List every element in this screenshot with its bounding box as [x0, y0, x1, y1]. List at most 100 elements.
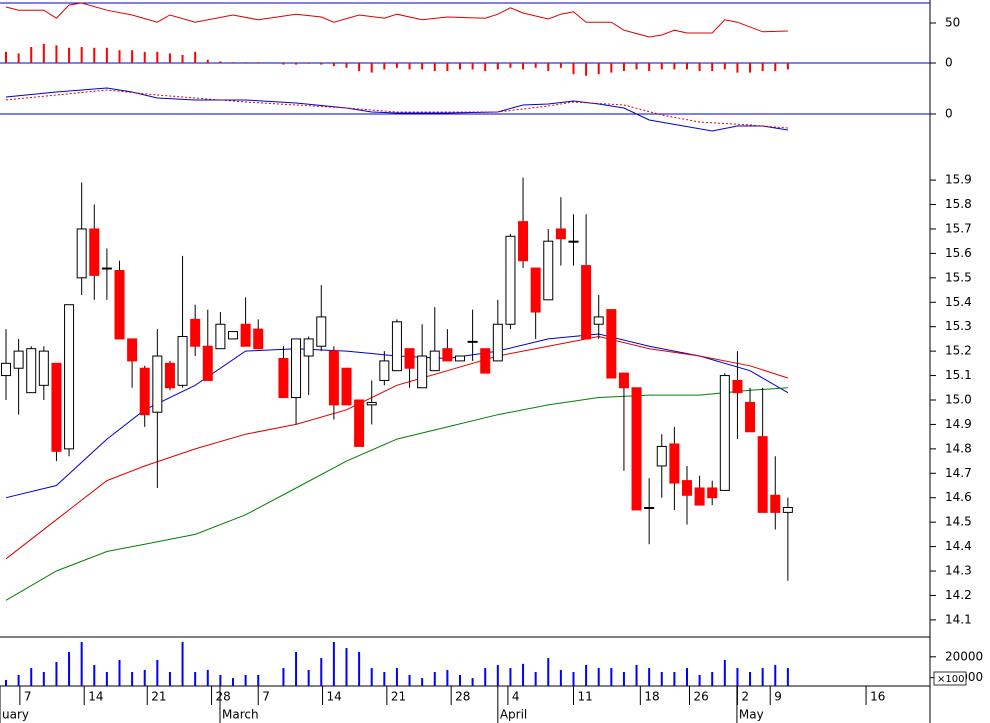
candle-body	[707, 487, 718, 499]
candle-body	[543, 240, 554, 301]
histogram-bar	[168, 53, 171, 63]
histogram-bar	[660, 63, 663, 70]
histogram-bar	[282, 63, 285, 65]
histogram-bar	[648, 63, 651, 71]
histogram-bar	[433, 63, 436, 71]
candle-body	[770, 494, 781, 513]
y-tick-label: 14.8	[945, 441, 972, 455]
histogram-bar	[30, 47, 33, 63]
histogram-bar	[295, 63, 298, 65]
y-tick-label: 15.8	[945, 197, 972, 211]
candle-body	[568, 240, 579, 243]
volume-bar	[332, 642, 335, 686]
volume-bar	[509, 668, 512, 686]
x-tick-label: 21	[391, 690, 406, 704]
month-label: uary	[2, 708, 29, 722]
volume-bar	[30, 668, 33, 686]
volume-bar	[547, 658, 550, 686]
candle-body	[89, 228, 100, 276]
x-tick-label: 28	[455, 690, 470, 704]
candle-body	[190, 318, 201, 347]
volume-bar	[698, 674, 701, 686]
y-tick-label: 0	[945, 56, 953, 70]
y-tick-label: 50	[945, 16, 960, 30]
candle-body	[354, 399, 365, 447]
volume-bar	[17, 674, 20, 686]
volume-bar	[219, 674, 222, 686]
signal-line	[5, 89, 788, 129]
x-tick-label: 16	[870, 690, 885, 704]
volume-bar	[395, 668, 398, 686]
volume-bar	[68, 652, 71, 686]
y-tick-label: 15.2	[945, 344, 972, 358]
histogram-bar	[685, 63, 688, 70]
histogram-bar	[395, 63, 398, 68]
candle-body	[719, 375, 730, 491]
histogram-bar	[118, 50, 121, 63]
volume-bar	[572, 672, 575, 686]
histogram-bar	[68, 47, 71, 63]
histogram-bar	[320, 63, 323, 65]
histogram-bar	[55, 45, 58, 63]
candle-body	[656, 445, 667, 467]
candle-body	[38, 350, 49, 386]
histogram-bar	[105, 47, 108, 63]
x-tick-label: 9	[774, 690, 782, 704]
candle-body	[253, 328, 264, 350]
candle-body	[202, 345, 213, 381]
histogram-bar	[332, 63, 335, 67]
candle-body	[316, 316, 327, 347]
x-tick-label: 7	[262, 690, 270, 704]
histogram-bar	[635, 63, 638, 70]
candle-body	[505, 235, 516, 325]
y-tick-label: 14.3	[945, 564, 972, 578]
candle-body	[631, 387, 642, 511]
candle-body	[227, 331, 238, 340]
volume-bar	[5, 679, 8, 686]
volume-bar	[80, 642, 83, 686]
y-tick-label: 15.9	[945, 173, 972, 187]
candle-body	[152, 355, 163, 413]
volume-bar	[648, 668, 651, 686]
histogram-bar	[421, 63, 424, 70]
candle-body	[581, 265, 592, 340]
volume-bar	[622, 672, 625, 686]
volume-bar	[408, 674, 411, 686]
x-tick-label: 26	[694, 690, 709, 704]
histogram-bar	[408, 63, 411, 70]
volume-bar	[320, 658, 323, 686]
volume-bar	[484, 668, 487, 686]
volume-bar	[711, 672, 714, 686]
y-tick-label: 14.9	[945, 417, 972, 431]
candle-body	[177, 335, 188, 386]
histogram-bar	[307, 63, 310, 64]
histogram-bar	[446, 63, 449, 71]
volume-bar	[610, 668, 613, 686]
candle-body	[429, 350, 440, 372]
histogram-bar	[244, 62, 247, 63]
volume-bar	[660, 672, 663, 686]
y-tick-label: 15.1	[945, 368, 972, 382]
histogram-bar	[610, 63, 613, 73]
histogram-bar	[358, 63, 361, 71]
y-tick-label: 14.5	[945, 515, 972, 529]
candle-body	[757, 436, 768, 513]
volume-bar	[723, 659, 726, 686]
histogram-bar	[458, 63, 461, 70]
x-tick-label: 7	[24, 690, 32, 704]
volume-bar	[458, 674, 461, 686]
histogram-bar	[206, 59, 209, 63]
histogram-bar	[257, 62, 260, 63]
x-tick-label: 2	[741, 690, 749, 704]
x-tick-label: 18	[644, 690, 659, 704]
candle-body	[51, 362, 62, 452]
volume-bar	[244, 674, 247, 686]
candle-body	[644, 507, 655, 510]
volume-bar	[93, 664, 96, 686]
histogram-bar	[585, 63, 588, 76]
volume-bar	[345, 648, 348, 686]
volume-bar	[685, 668, 688, 686]
candle-body	[593, 316, 604, 325]
candle-body	[467, 340, 478, 343]
